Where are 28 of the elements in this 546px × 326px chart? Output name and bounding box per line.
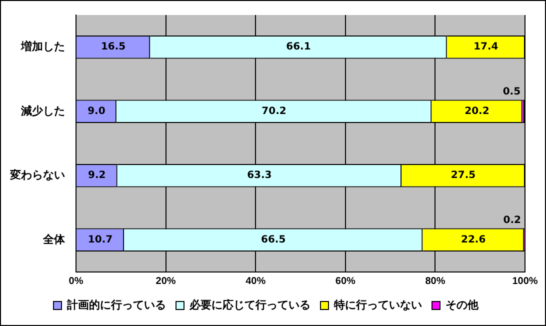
data-label: 0.2	[503, 214, 522, 226]
data-label: 66.5	[260, 234, 286, 246]
data-label: 70.2	[262, 106, 286, 117]
y-tick-label: 変わらない	[9, 168, 65, 182]
data-label: 63.3	[247, 170, 272, 182]
data-label: 10.7	[88, 234, 113, 246]
x-tick-label: 80%	[425, 276, 446, 287]
data-label: 66.1	[286, 42, 311, 53]
legend-label: 計画的に行っている	[66, 298, 166, 312]
data-label: 16.5	[100, 42, 126, 53]
data-label: 9.2	[88, 170, 106, 182]
x-tick-label: 40%	[246, 276, 266, 287]
data-label: 17.4	[474, 42, 498, 53]
data-label: 0.5	[502, 86, 521, 98]
data-label: 20.2	[464, 106, 490, 117]
data-label: 9.0	[88, 106, 106, 117]
legend-label: その他	[446, 298, 480, 312]
legend-label: 必要に応じて行っている	[188, 298, 310, 312]
x-tick-label: 0%	[68, 276, 84, 287]
x-tick-label: 100%	[512, 276, 538, 287]
data-label: 27.5	[450, 170, 476, 182]
y-tick-label: 減少した	[20, 104, 65, 118]
y-tick-label: 増加した	[20, 40, 65, 54]
y-tick-label: 全体	[42, 232, 66, 246]
x-tick-label: 20%	[156, 276, 176, 287]
legend-label: 特に行っていない	[333, 298, 422, 312]
x-tick-label: 60%	[335, 276, 356, 287]
data-label: 22.6	[461, 234, 486, 246]
